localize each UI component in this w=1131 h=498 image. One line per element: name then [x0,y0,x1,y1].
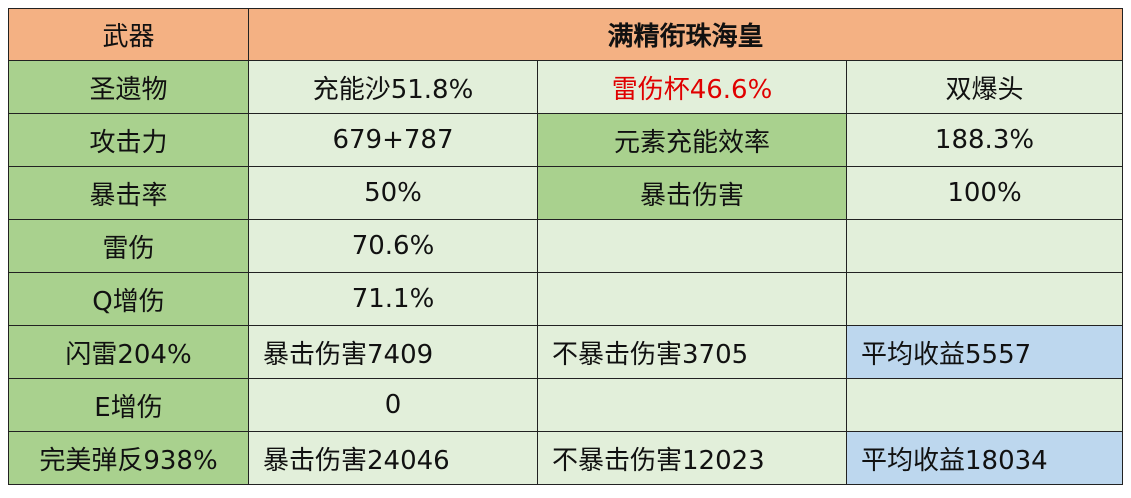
empty-cell [846,272,1123,326]
row: 闪雷204% 暴击伤害7409 不暴击伤害3705 平均收益5557 [8,325,1123,379]
weapon-name: 满精衔珠海皇 [248,8,1123,61]
cell: 不暴击伤害12023 [537,431,847,485]
cell: 闪雷204% [8,325,249,379]
cell: 平均收益5557 [846,325,1123,379]
cell: 雷伤 [8,219,249,273]
empty-cell [846,378,1123,432]
cell: 充能沙51.8% [248,60,538,114]
cell: 暴击伤害24046 [248,431,538,485]
row: 雷伤 70.6% [8,219,1123,273]
cell: 50% [248,166,538,220]
cell: 70.6% [248,219,538,273]
cell: E增伤 [8,378,249,432]
header-label: 武器 [8,8,249,61]
row: 暴击率 50% 暴击伤害 100% [8,166,1123,220]
empty-cell [537,272,847,326]
cell: 平均收益18034 [846,431,1123,485]
table-body: 圣遗物 充能沙51.8% 雷伤杯46.6% 双爆头 攻击力 679+787 元素充能效率 18… [8,60,1123,485]
cell: 不暴击伤害3705 [537,325,847,379]
row: Q增伤 71.1% [8,272,1123,326]
cell: 679+787 [248,113,538,167]
weapon-table: 武器 满精衔珠海皇 圣遗物 充能沙51.8% 雷伤杯46.6% 双爆头 攻击力 679+7… [8,8,1123,485]
cell: 雷伤杯46.6% [537,60,847,114]
cell: 攻击力 [8,113,249,167]
cell: 71.1% [248,272,538,326]
empty-cell [537,219,847,273]
row: 圣遗物 充能沙51.8% 雷伤杯46.6% 双爆头 [8,60,1123,114]
cell: 双爆头 [846,60,1123,114]
cell: 0 [248,378,538,432]
cell: 188.3% [846,113,1123,167]
cell: Q增伤 [8,272,249,326]
header-row: 武器 满精衔珠海皇 [8,8,1123,61]
cell: 暴击伤害7409 [248,325,538,379]
cell: 圣遗物 [8,60,249,114]
row: E增伤 0 [8,378,1123,432]
empty-cell [846,219,1123,273]
cell: 元素充能效率 [537,113,847,167]
cell: 暴击伤害 [537,166,847,220]
cell: 完美弹反938% [8,431,249,485]
row: 攻击力 679+787 元素充能效率 188.3% [8,113,1123,167]
empty-cell [537,378,847,432]
row: 完美弹反938% 暴击伤害24046 不暴击伤害12023 平均收益18034 [8,431,1123,485]
cell: 100% [846,166,1123,220]
cell: 暴击率 [8,166,249,220]
